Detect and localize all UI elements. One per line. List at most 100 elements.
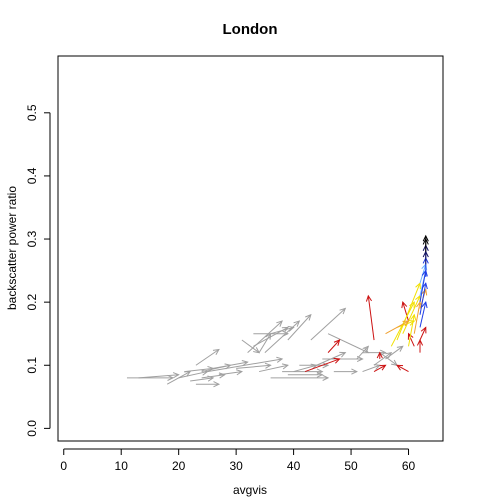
arrow-head bbox=[396, 364, 404, 371]
arrow-head bbox=[172, 372, 180, 379]
arrow-mark bbox=[376, 351, 383, 359]
arrow-shaft bbox=[247, 320, 283, 354]
arrow-shaft bbox=[373, 352, 392, 366]
arrow-head bbox=[333, 339, 341, 346]
arrow-shaft bbox=[419, 302, 427, 328]
arrow-head bbox=[396, 345, 404, 352]
arrow-mark bbox=[356, 345, 370, 360]
x-tick-label: 50 bbox=[344, 459, 358, 473]
arrow-head bbox=[276, 320, 283, 327]
arrow-head bbox=[401, 301, 408, 309]
y-axis: 0.0 0.1 0.2 0.3 0.4 0.5 bbox=[25, 104, 51, 437]
arrow-mark bbox=[373, 364, 387, 373]
arrow-head bbox=[408, 319, 416, 326]
arrow-shaft bbox=[396, 364, 409, 373]
arrow-mark bbox=[385, 320, 410, 335]
arrow-mark bbox=[270, 374, 330, 381]
arrow-shaft bbox=[184, 367, 214, 373]
arrow-mark bbox=[310, 307, 347, 341]
arrow-shaft bbox=[379, 352, 398, 366]
arrow-shaft bbox=[190, 377, 214, 382]
arrow-shaft bbox=[207, 358, 283, 373]
x-tick-label: 60 bbox=[402, 459, 416, 473]
arrow-mark bbox=[287, 371, 324, 378]
arrow-shaft bbox=[373, 364, 386, 373]
arrow-mark bbox=[195, 348, 220, 366]
x-axis: 0 10 20 30 40 50 60 bbox=[60, 448, 416, 473]
arrow-head bbox=[376, 351, 383, 359]
arrow-mark bbox=[195, 381, 221, 388]
x-tick-label: 40 bbox=[287, 459, 301, 473]
arrow-head bbox=[422, 234, 429, 242]
arrow-head bbox=[339, 307, 347, 315]
arrow-mark bbox=[236, 362, 272, 369]
arrow-mark bbox=[419, 282, 428, 315]
arrow-head bbox=[212, 348, 220, 355]
arrow-shaft bbox=[293, 364, 317, 373]
arrow-head bbox=[264, 362, 272, 369]
arrow-head bbox=[421, 288, 428, 296]
arrow-mark bbox=[419, 326, 427, 341]
arrow-head bbox=[421, 282, 428, 290]
arrow-mark bbox=[407, 332, 415, 347]
arrow-shaft bbox=[402, 295, 421, 334]
arrow-mark bbox=[126, 374, 175, 381]
arrow-head bbox=[362, 345, 370, 353]
arrow-mark bbox=[365, 294, 375, 341]
x-tick-label: 10 bbox=[115, 459, 129, 473]
arrow-shaft bbox=[408, 314, 415, 347]
arrow-mark bbox=[207, 356, 284, 373]
arrow-head bbox=[293, 320, 301, 327]
arrow-head bbox=[365, 294, 373, 302]
arrow-shaft bbox=[402, 302, 410, 322]
y-tick-label: 0.5 bbox=[25, 104, 39, 121]
arrow-shaft bbox=[218, 371, 242, 376]
arrow-shaft bbox=[367, 295, 375, 341]
arrow-shaft bbox=[419, 283, 427, 315]
arrow-mark bbox=[241, 339, 261, 354]
arrow-mark bbox=[138, 372, 180, 379]
arrow-head bbox=[410, 313, 417, 321]
arrow-shaft bbox=[201, 374, 225, 379]
arrow-series bbox=[126, 234, 429, 388]
arrow-shaft bbox=[138, 374, 179, 379]
arrow-head bbox=[379, 364, 387, 371]
arrow-mark bbox=[408, 313, 417, 347]
arrow-mark bbox=[362, 364, 381, 373]
arrow-head bbox=[421, 301, 428, 309]
arrow-shaft bbox=[178, 371, 208, 379]
arrow-mark bbox=[396, 364, 409, 373]
arrow-head bbox=[281, 363, 289, 370]
arrow-shaft bbox=[241, 339, 260, 354]
arrow-head bbox=[316, 371, 324, 378]
arrow-mark bbox=[259, 363, 289, 373]
arrow-head bbox=[322, 374, 330, 381]
arrow-mark bbox=[322, 355, 364, 363]
arrow-head bbox=[407, 332, 414, 340]
arrow-head bbox=[322, 362, 330, 369]
arrow-head bbox=[241, 360, 249, 367]
arrow-shaft bbox=[362, 364, 380, 373]
arrow-mark bbox=[327, 339, 341, 353]
arrow-shaft bbox=[356, 345, 369, 360]
arrow-mark bbox=[416, 338, 424, 353]
arrow-mark bbox=[218, 369, 244, 376]
arrow-shaft bbox=[327, 333, 369, 354]
arrow-mark bbox=[201, 372, 226, 379]
arrow-head bbox=[339, 351, 347, 358]
arrow-mark bbox=[247, 320, 283, 354]
arrow-shaft bbox=[195, 349, 220, 366]
arrow-head bbox=[218, 372, 226, 379]
arrow-shaft bbox=[316, 352, 346, 366]
arrow-head bbox=[420, 326, 427, 334]
arrow-mark bbox=[419, 301, 428, 328]
arrow-head bbox=[287, 325, 295, 332]
arrow-shaft bbox=[413, 302, 421, 334]
arrow-shaft bbox=[385, 320, 409, 335]
arrow-head bbox=[276, 356, 284, 363]
arrow-mark bbox=[264, 320, 301, 354]
arrow-shaft bbox=[213, 361, 248, 369]
arrow-head bbox=[167, 374, 175, 381]
arrow-mark bbox=[213, 360, 249, 369]
